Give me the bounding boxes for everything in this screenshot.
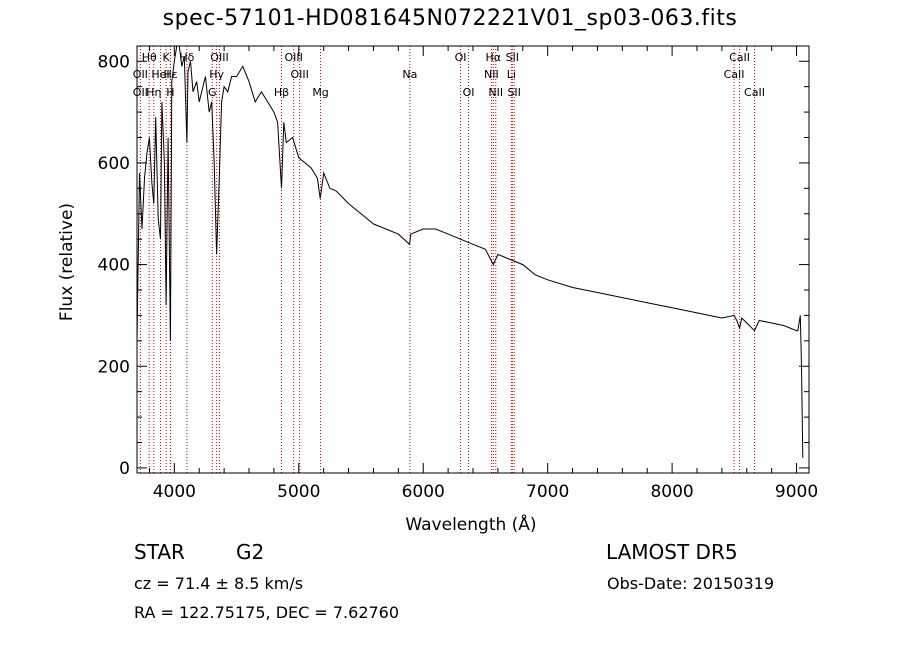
line-label: Hη — [146, 86, 161, 99]
x-tick-label: 6000 — [402, 482, 445, 502]
redshift-velocity: cz = 71.4 ± 8.5 km/s — [134, 574, 304, 593]
spectral-class: G2 — [236, 540, 265, 564]
y-tick-label: 200 — [98, 357, 130, 377]
line-label: NII — [488, 86, 503, 99]
line-label: Mg — [312, 86, 328, 99]
line-label: OIII — [284, 51, 302, 64]
line-label: Hγ — [209, 68, 224, 81]
x-tick-label: 8000 — [650, 482, 693, 502]
chart-title: spec-57101-HD081645N072221V01_sp03-063.f… — [162, 6, 738, 31]
observation-date: Obs-Date: 20150319 — [607, 574, 775, 593]
survey-name: LAMOST DR5 — [606, 540, 738, 564]
line-label: Na — [402, 68, 417, 81]
line-label: G — [208, 86, 217, 99]
plot-frame — [136, 45, 810, 474]
y-axis-label: Flux (relative) — [57, 203, 77, 321]
line-label: Hβ — [274, 86, 289, 99]
y-tick-label: 800 — [98, 52, 130, 72]
y-tick-label: 0 — [119, 459, 130, 479]
x-tick-label: 9000 — [775, 482, 818, 502]
y-tick-label: 400 — [98, 256, 130, 276]
line-label: CaII — [724, 68, 745, 81]
line-label: OII — [133, 86, 148, 99]
line-label: HeI — [151, 68, 169, 81]
line-label: K — [163, 51, 171, 64]
line-label: SII — [506, 51, 519, 64]
line-label: Hδ — [179, 51, 194, 64]
line-label: OIII — [290, 68, 308, 81]
line-label: CaII — [729, 51, 750, 64]
x-tick-label: 4000 — [153, 482, 196, 502]
line-label: SII — [507, 86, 520, 99]
line-label: Li — [507, 68, 516, 81]
line-label: H — [166, 86, 174, 99]
x-tick-label: 7000 — [526, 482, 569, 502]
x-axis-label: Wavelength (Å) — [405, 513, 536, 535]
spectral-line-markers — [139, 46, 755, 473]
y-tick-label: 600 — [98, 154, 130, 174]
line-label: OII — [133, 68, 148, 81]
spectrum-line — [136, 45, 804, 458]
line-label: OIII — [210, 51, 228, 64]
coordinates: RA = 122.75175, DEC = 7.62760 — [134, 603, 400, 622]
line-label: OI — [455, 51, 467, 64]
object-type: STAR — [134, 540, 185, 564]
line-label: Hθ — [142, 51, 157, 64]
line-label: OI — [463, 86, 475, 99]
line-label: Hε — [163, 68, 177, 81]
x-tick-label: 5000 — [277, 482, 320, 502]
line-label: Hα — [486, 51, 502, 64]
axes: 4000 5000 6000 7000 8000 9000 0 200 400 600 800 — [98, 46, 818, 502]
line-label: CaII — [744, 86, 765, 99]
line-label: NII — [484, 68, 499, 81]
